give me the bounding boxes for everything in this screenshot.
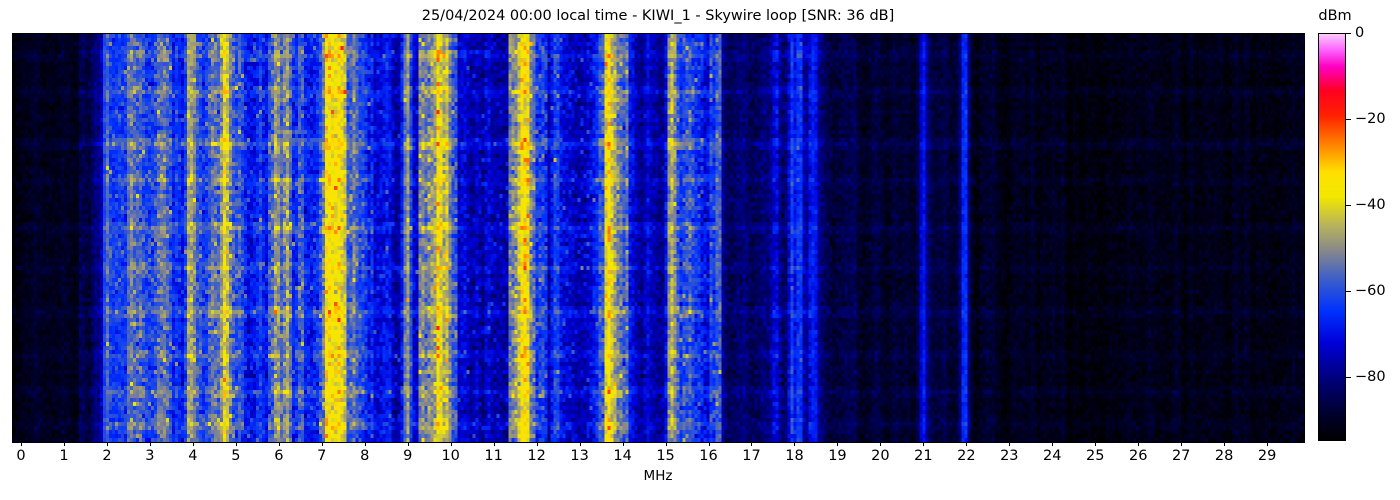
colorbar-tick-label: −80	[1355, 368, 1386, 385]
x-tick-label: 25	[1086, 448, 1105, 464]
x-tick-label: 14	[613, 448, 632, 464]
x-tick-label: 13	[570, 448, 589, 464]
x-tick-label: 17	[742, 448, 761, 464]
x-tick-label: 21	[914, 448, 933, 464]
x-tick-label: 2	[102, 448, 112, 464]
colorbar-tick-label: −60	[1355, 282, 1386, 299]
colorbar-gradient	[1318, 33, 1346, 441]
colorbar-tick-label: −20	[1355, 110, 1386, 127]
x-tick-label: 5	[231, 448, 241, 464]
x-tick-label: 16	[699, 448, 718, 464]
colorbar-tick-mark	[1346, 376, 1351, 378]
x-tick-label: 4	[188, 448, 198, 464]
x-axis-label: MHz	[643, 468, 673, 484]
x-tick-label: 7	[317, 448, 327, 464]
x-tick-label: 28	[1214, 448, 1234, 464]
x-tick-label: 15	[656, 448, 675, 464]
x-tick-label: 12	[527, 448, 546, 464]
colorbar-title: dBm	[1318, 8, 1352, 24]
page-title: 25/04/2024 00:00 local time - KIWI_1 - S…	[421, 8, 895, 24]
colorbar-tick-mark	[1346, 290, 1351, 292]
x-tick-label: 3	[145, 448, 155, 464]
x-tick-label: 22	[957, 448, 976, 464]
x-tick-label: 26	[1128, 448, 1148, 464]
x-tick-label: 0	[16, 448, 26, 464]
x-tick-label: 9	[403, 448, 413, 464]
colorbar-tick-label: 0	[1355, 25, 1365, 41]
x-tick-label: 1	[59, 448, 69, 464]
x-tick-label: 6	[274, 448, 284, 464]
x-tick-label: 27	[1171, 448, 1191, 464]
x-tick-label: 18	[785, 448, 804, 464]
colorbar-tick-mark	[1346, 204, 1351, 206]
x-tick-label: 10	[441, 448, 460, 464]
x-tick-label: 29	[1257, 448, 1277, 464]
colorbar-tick-mark	[1346, 118, 1351, 120]
x-tick-label: 19	[828, 448, 847, 464]
spectrogram-axes[interactable]	[12, 33, 1305, 443]
colorbar-tick-mark	[1346, 33, 1351, 34]
x-tick-label: 11	[484, 448, 503, 464]
x-tick-label: 20	[871, 448, 890, 464]
x-tick-label: 8	[360, 448, 370, 464]
spectrogram-heatmap[interactable]	[13, 34, 1304, 442]
colorbar-tick-label: −40	[1355, 196, 1386, 213]
x-tick-label: 23	[1000, 448, 1019, 464]
x-tick-label: 24	[1043, 448, 1062, 464]
colorbar-container	[1318, 33, 1346, 441]
